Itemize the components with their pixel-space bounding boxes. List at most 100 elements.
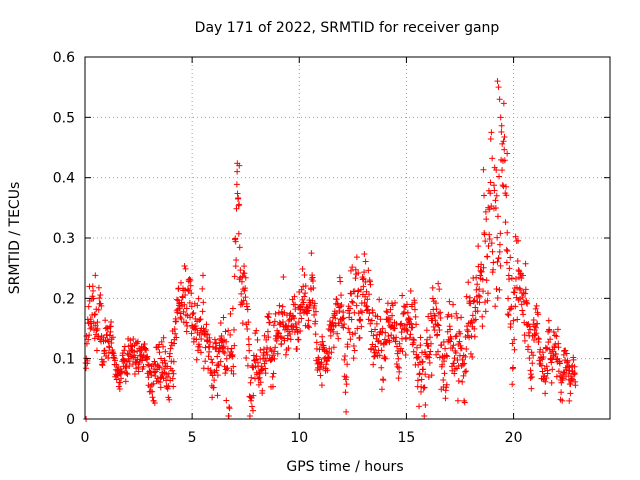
data-point xyxy=(217,319,224,326)
data-point xyxy=(473,274,480,281)
data-point xyxy=(134,338,141,345)
data-point xyxy=(301,272,308,279)
data-point xyxy=(435,280,442,287)
data-point xyxy=(537,346,544,353)
data-point xyxy=(277,333,284,340)
data-point xyxy=(208,356,215,363)
data-point xyxy=(242,294,249,301)
data-point xyxy=(471,297,478,304)
data-point xyxy=(493,192,500,199)
data-point xyxy=(221,350,228,357)
data-point xyxy=(358,323,365,330)
data-point xyxy=(330,328,337,335)
data-point xyxy=(528,385,535,392)
data-point xyxy=(434,331,441,338)
data-point xyxy=(173,318,180,325)
data-point xyxy=(461,399,468,406)
data-point xyxy=(306,324,313,331)
data-point xyxy=(509,364,516,371)
data-point xyxy=(418,349,425,356)
data-point xyxy=(203,321,210,328)
data-point xyxy=(484,290,491,297)
data-point xyxy=(211,377,218,384)
data-point xyxy=(407,331,414,338)
data-point xyxy=(419,358,426,365)
data-point xyxy=(547,336,554,343)
data-point xyxy=(299,265,306,272)
data-point xyxy=(438,342,445,349)
data-point xyxy=(572,382,579,389)
data-point xyxy=(298,315,305,322)
data-point xyxy=(196,317,203,324)
data-point xyxy=(433,306,440,313)
data-point xyxy=(427,348,434,355)
data-point xyxy=(503,259,510,266)
data-point xyxy=(117,379,124,386)
data-point xyxy=(272,344,279,351)
data-point xyxy=(421,412,428,419)
data-point xyxy=(427,310,434,317)
data-point xyxy=(475,292,482,299)
data-point xyxy=(486,206,493,213)
data-point xyxy=(121,357,128,364)
data-point xyxy=(248,403,255,410)
data-point xyxy=(494,295,501,302)
data-point xyxy=(257,347,264,354)
data-point xyxy=(504,229,511,236)
data-point xyxy=(209,359,216,366)
data-point xyxy=(238,290,245,297)
data-point xyxy=(126,358,133,365)
data-point xyxy=(213,344,220,351)
data-point xyxy=(166,396,173,403)
data-point xyxy=(353,302,360,309)
data-point xyxy=(191,326,198,333)
data-point xyxy=(510,317,517,324)
y-tick-label: 0.4 xyxy=(53,171,75,187)
data-point xyxy=(206,334,213,341)
data-point xyxy=(515,237,522,244)
data-point xyxy=(349,264,356,271)
data-point xyxy=(305,307,312,314)
data-point xyxy=(365,316,372,323)
data-point xyxy=(289,296,296,303)
y-tick-label: 0.6 xyxy=(53,50,75,66)
data-point xyxy=(359,276,366,283)
data-point xyxy=(337,303,344,310)
data-point xyxy=(439,361,446,368)
data-point xyxy=(168,339,175,346)
data-point xyxy=(542,378,549,385)
data-point xyxy=(525,343,532,350)
data-point xyxy=(447,326,454,333)
data-point xyxy=(380,377,387,384)
data-point xyxy=(514,316,521,323)
data-point xyxy=(211,336,218,343)
data-point xyxy=(349,299,356,306)
data-point xyxy=(340,315,347,322)
data-point xyxy=(486,235,493,242)
data-point xyxy=(403,301,410,308)
data-point xyxy=(455,378,462,385)
data-point xyxy=(305,323,312,330)
data-point xyxy=(347,305,354,312)
data-point xyxy=(522,260,529,267)
data-point xyxy=(312,331,319,338)
data-point xyxy=(177,279,184,286)
data-point xyxy=(342,389,349,396)
data-point xyxy=(418,376,425,383)
data-point xyxy=(182,265,189,272)
data-point xyxy=(295,319,302,326)
data-point xyxy=(496,96,503,103)
data-point xyxy=(318,382,325,389)
data-point xyxy=(558,389,565,396)
data-point xyxy=(271,318,278,325)
data-point xyxy=(538,362,545,369)
data-point xyxy=(348,316,355,323)
data-point xyxy=(543,363,550,370)
data-point xyxy=(149,394,156,401)
data-point xyxy=(528,371,535,378)
data-point xyxy=(102,317,109,324)
data-point xyxy=(443,381,450,388)
data-point xyxy=(527,367,534,374)
data-point xyxy=(220,343,227,350)
data-point xyxy=(410,339,417,346)
